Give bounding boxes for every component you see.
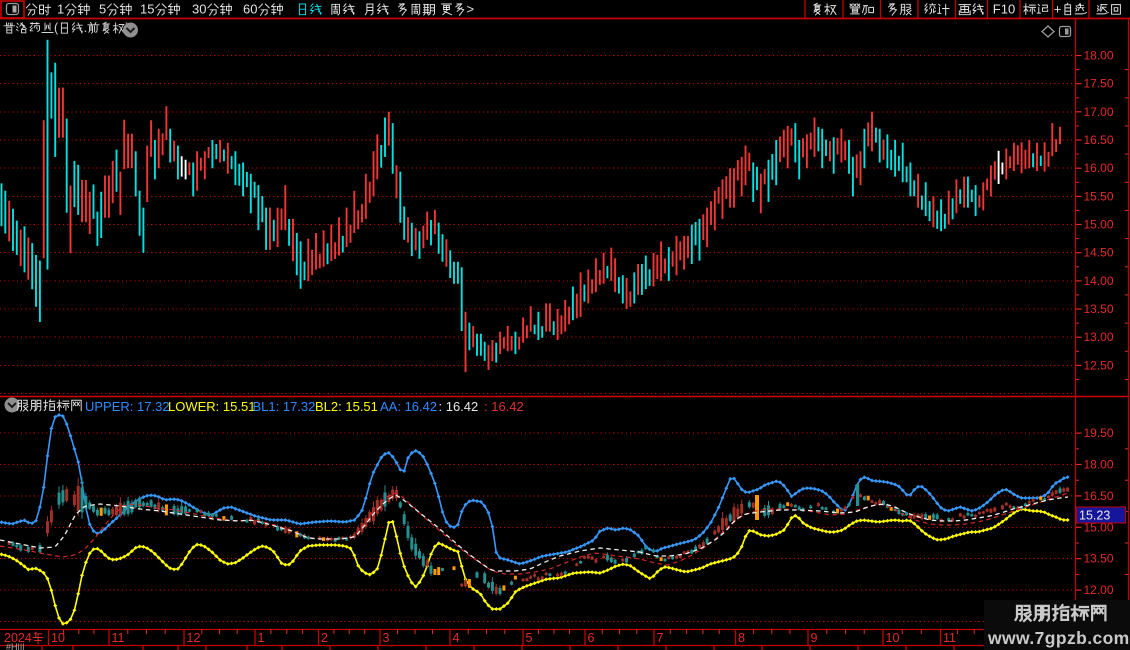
svg-text:13.50: 13.50 bbox=[1084, 552, 1114, 566]
svg-text:+: + bbox=[1054, 2, 1062, 17]
svg-text:F10: F10 bbox=[993, 2, 1015, 17]
svg-text:17.00: 17.00 bbox=[1084, 105, 1114, 119]
svg-text:LOWER: 15.51: LOWER: 15.51 bbox=[168, 399, 255, 414]
svg-text:14.50: 14.50 bbox=[1084, 246, 1114, 260]
svg-text:5: 5 bbox=[99, 2, 106, 17]
svg-text:#H|||: #H||| bbox=[6, 642, 25, 650]
svg-text:5: 5 bbox=[526, 631, 533, 645]
svg-text:: 16.42: : 16.42 bbox=[439, 399, 479, 414]
svg-text:18.00: 18.00 bbox=[1084, 458, 1114, 472]
svg-text:12.50: 12.50 bbox=[1084, 358, 1114, 372]
svg-text:14.00: 14.00 bbox=[1084, 274, 1114, 288]
svg-text:17.50: 17.50 bbox=[1084, 77, 1114, 91]
svg-text:11: 11 bbox=[112, 631, 125, 645]
svg-text:1: 1 bbox=[258, 631, 265, 645]
svg-text:10: 10 bbox=[51, 631, 65, 645]
svg-text:18.00: 18.00 bbox=[1084, 49, 1114, 63]
svg-text:: 16.42: : 16.42 bbox=[484, 399, 524, 414]
svg-text:(: ( bbox=[54, 21, 59, 35]
svg-text:3: 3 bbox=[383, 631, 390, 645]
svg-text:15.23: 15.23 bbox=[1079, 509, 1110, 523]
svg-text:2: 2 bbox=[321, 631, 328, 645]
svg-text:BL1: 17.32: BL1: 17.32 bbox=[253, 399, 316, 414]
svg-text:11: 11 bbox=[943, 631, 956, 645]
svg-text:19.50: 19.50 bbox=[1084, 426, 1114, 440]
svg-text:AA: 16.42: AA: 16.42 bbox=[380, 399, 437, 414]
svg-text:13.00: 13.00 bbox=[1084, 330, 1114, 344]
svg-text:10: 10 bbox=[886, 631, 900, 645]
svg-text:15.00: 15.00 bbox=[1084, 218, 1114, 232]
svg-text:>: > bbox=[467, 2, 475, 17]
svg-text:8: 8 bbox=[738, 631, 745, 645]
svg-text:16.50: 16.50 bbox=[1084, 489, 1114, 503]
svg-text:1: 1 bbox=[57, 2, 64, 17]
svg-text:www.7gpzb.com: www.7gpzb.com bbox=[987, 628, 1130, 648]
svg-text:16.00: 16.00 bbox=[1084, 161, 1114, 175]
svg-text:15.00: 15.00 bbox=[1084, 520, 1114, 534]
svg-text:15: 15 bbox=[140, 2, 154, 17]
svg-text:13.50: 13.50 bbox=[1084, 302, 1114, 316]
svg-text:.: . bbox=[84, 21, 87, 35]
svg-text:4: 4 bbox=[453, 631, 460, 645]
svg-text:9: 9 bbox=[811, 631, 818, 645]
svg-text:60: 60 bbox=[243, 2, 257, 17]
svg-text:12: 12 bbox=[187, 631, 201, 645]
svg-text:7: 7 bbox=[657, 631, 664, 645]
svg-text:12.00: 12.00 bbox=[1084, 583, 1114, 597]
svg-text:2024: 2024 bbox=[4, 631, 32, 645]
svg-text:16.50: 16.50 bbox=[1084, 133, 1114, 147]
svg-text:6: 6 bbox=[588, 631, 595, 645]
svg-text:15.50: 15.50 bbox=[1084, 189, 1114, 203]
svg-text:BL2: 15.51: BL2: 15.51 bbox=[315, 399, 378, 414]
svg-text:30: 30 bbox=[192, 2, 206, 17]
svg-text:UPPER: 17.32: UPPER: 17.32 bbox=[85, 399, 170, 414]
